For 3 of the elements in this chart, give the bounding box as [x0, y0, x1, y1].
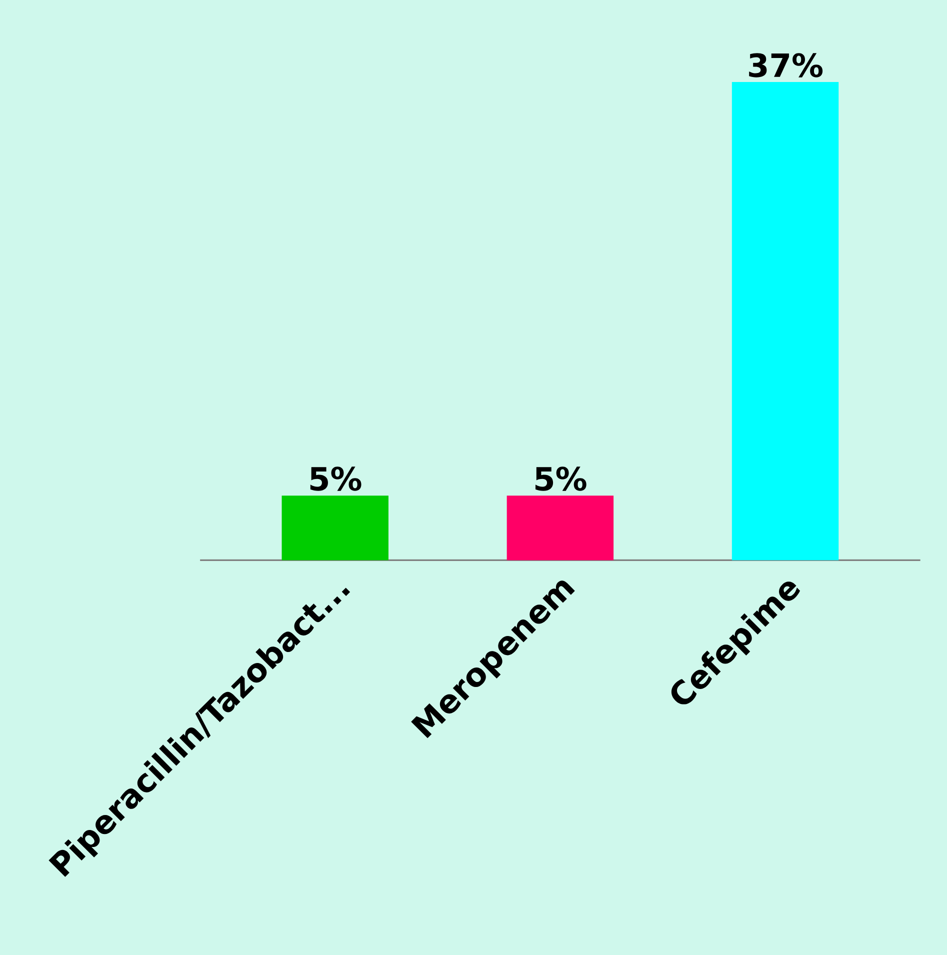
data-label: 37%: [749, 53, 823, 78]
data-label: 5%: [310, 466, 362, 491]
data-label: 5%: [535, 466, 586, 491]
